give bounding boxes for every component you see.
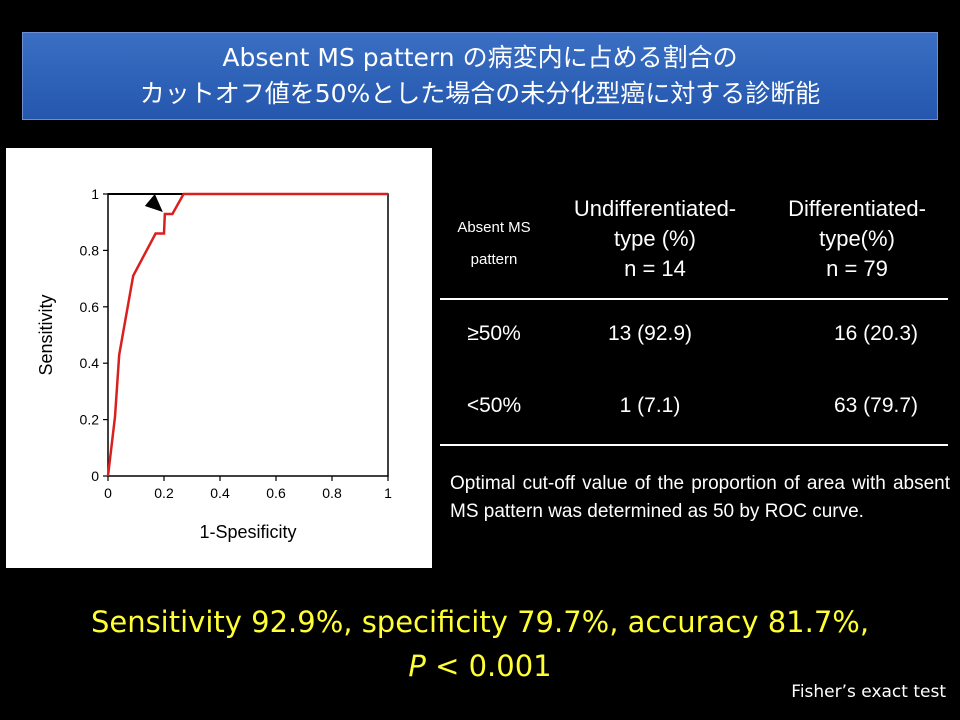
table-row: ≥50% 13 (92.9) 16 (20.3) bbox=[440, 300, 948, 372]
roc-series-line bbox=[106, 192, 388, 477]
y-tick-label: 0.8 bbox=[80, 242, 100, 258]
p-value: < 0.001 bbox=[425, 649, 552, 683]
title-line-1: Absent MS pattern の病変内に占める割合の bbox=[222, 43, 738, 72]
y-axis-label: Sensitivity bbox=[36, 294, 56, 375]
roc-chart: 0 0.2 0.4 0.6 0.8 1 0 0.2 0.4 0.6 0.8 1 1-Spesifici… bbox=[36, 186, 393, 542]
x-tick-label: 0.6 bbox=[266, 485, 286, 501]
table-header: Absent MS pattern Undifferentiated- type… bbox=[440, 190, 948, 300]
x-tick-label: 0.8 bbox=[322, 485, 342, 501]
row-undiff-value: 13 (92.9) bbox=[607, 322, 693, 345]
x-tick-label: 0.4 bbox=[210, 485, 230, 501]
y-tick-label: 0.2 bbox=[80, 412, 100, 428]
x-axis-label: 1-Spesificity bbox=[199, 522, 296, 542]
header-differentiated: Differentiated- type(%) n = 79 bbox=[788, 196, 926, 281]
plot-frame bbox=[107, 193, 389, 477]
slide-title: Absent MS pattern の病変内に占める割合の カットオフ値を50%… bbox=[22, 32, 938, 120]
x-tick-label: 0 bbox=[104, 485, 112, 501]
header-pattern: Absent MS pattern bbox=[457, 219, 531, 268]
chart-marks bbox=[106, 192, 388, 477]
x-tick-label: 0.2 bbox=[154, 485, 174, 501]
summary-stats: Sensitivity 92.9%, specificity 79.7%, ac… bbox=[0, 600, 960, 688]
x-tick-label: 1 bbox=[384, 485, 392, 501]
summary-line-1: Sensitivity 92.9%, specificity 79.7%, ac… bbox=[90, 605, 870, 639]
chart-axes bbox=[107, 193, 389, 477]
y-tick-label: 1 bbox=[91, 186, 99, 202]
row-label: ≥50% bbox=[467, 322, 521, 345]
summary-p-value: P < 0.001 bbox=[0, 644, 960, 688]
y-tick-label: 0.4 bbox=[80, 355, 100, 371]
table-row: <50% 1 (7.1) 63 (79.7) bbox=[440, 372, 948, 446]
header-undifferentiated: Undifferentiated- type (%) n = 14 bbox=[573, 196, 737, 281]
cutoff-note: Optimal cut-off value of the proportion … bbox=[450, 473, 950, 522]
chart-ticks: 0 0.2 0.4 0.6 0.8 1 0 0.2 0.4 0.6 0.8 1 bbox=[80, 186, 393, 501]
roc-chart-panel: 0 0.2 0.4 0.6 0.8 1 0 0.2 0.4 0.6 0.8 1 1-Spesifici… bbox=[6, 148, 432, 568]
row-diff-value: 16 (20.3) bbox=[833, 322, 919, 345]
title-line-2: カットオフ値を50%とした場合の未分化型癌に対する診断能 bbox=[139, 79, 821, 108]
row-undiff-value: 1 (7.1) bbox=[619, 394, 681, 417]
p-label: P bbox=[408, 649, 426, 683]
cutoff-arrow bbox=[144, 194, 163, 213]
y-tick-label: 0 bbox=[91, 468, 99, 484]
row-diff-value: 63 (79.7) bbox=[833, 394, 919, 417]
test-footnote: Fisher’s exact test bbox=[791, 682, 946, 702]
y-tick-label: 0.6 bbox=[80, 299, 100, 315]
row-label: <50% bbox=[466, 394, 522, 417]
results-table: Absent MS pattern Undifferentiated- type… bbox=[440, 190, 948, 446]
